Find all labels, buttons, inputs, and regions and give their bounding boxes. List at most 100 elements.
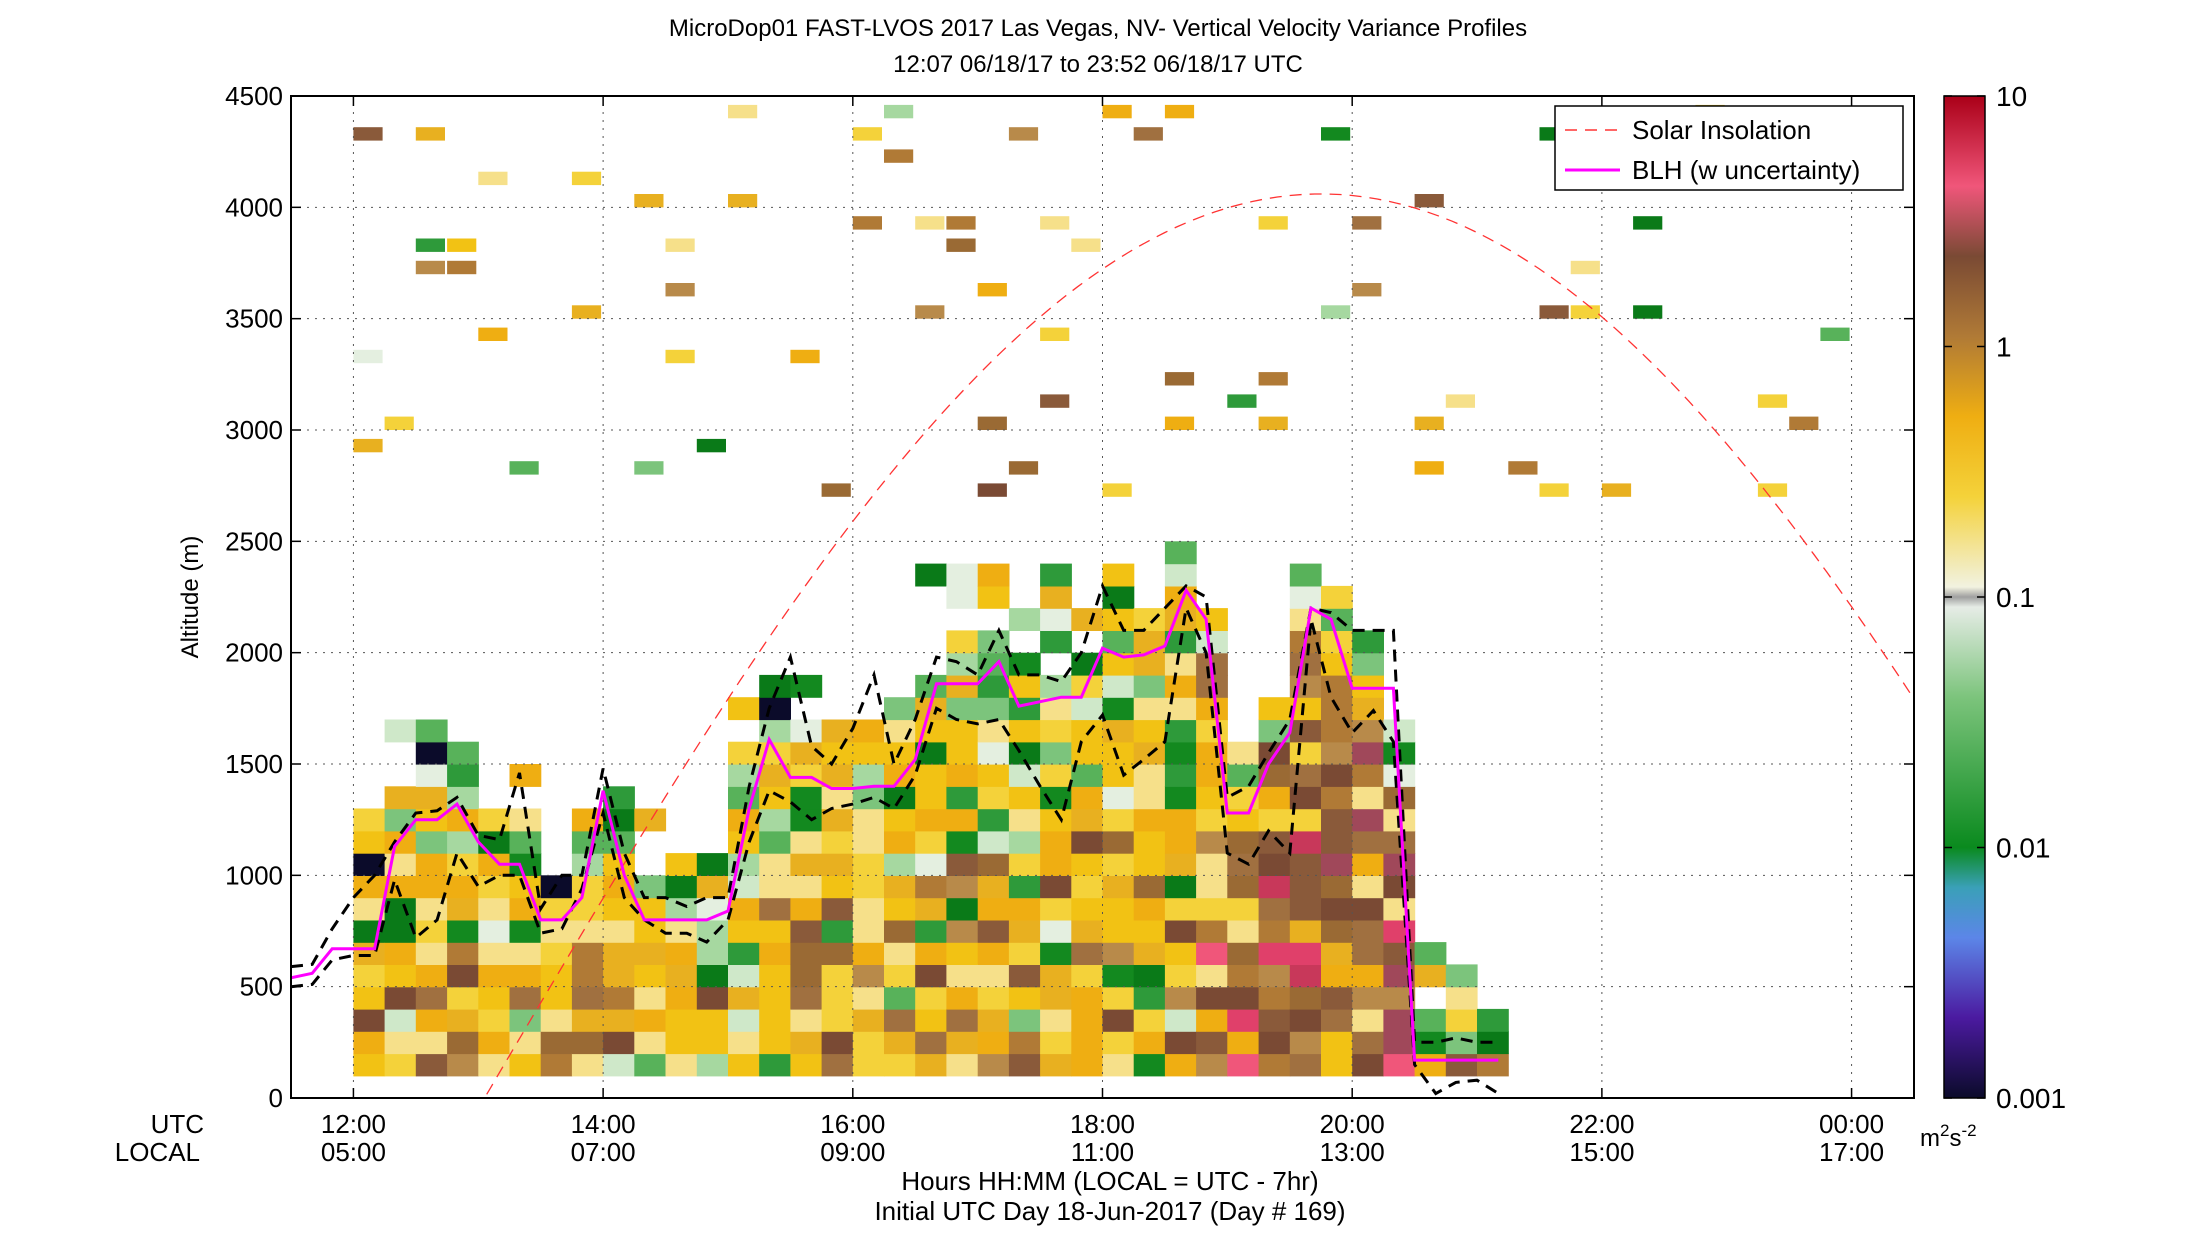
heatmap-cell bbox=[1008, 652, 1041, 676]
heatmap-cell bbox=[1133, 1031, 1166, 1055]
heatmap-cell bbox=[1164, 853, 1197, 876]
heatmap-cell bbox=[1227, 1053, 1260, 1077]
heatmap-cell bbox=[665, 238, 695, 252]
heatmap-cell bbox=[696, 875, 729, 899]
heatmap-cell bbox=[571, 875, 604, 899]
heatmap-cell bbox=[884, 897, 916, 921]
heatmap-cell bbox=[415, 786, 448, 810]
heatmap-cell bbox=[759, 853, 791, 876]
heatmap-cell bbox=[571, 1008, 604, 1032]
heatmap-cell bbox=[1040, 875, 1072, 899]
heatmap-cell bbox=[509, 764, 542, 787]
heatmap-cell bbox=[1477, 1008, 1509, 1032]
heatmap-cell bbox=[1040, 919, 1072, 943]
heatmap-cell bbox=[1164, 1031, 1197, 1055]
heatmap-cell bbox=[415, 942, 448, 965]
heatmap-cell bbox=[384, 986, 417, 1010]
heatmap-cell bbox=[478, 942, 511, 965]
heatmap-cell bbox=[977, 697, 1010, 721]
heatmap-cell bbox=[634, 1008, 667, 1032]
heatmap-cell bbox=[1133, 1053, 1166, 1077]
heatmap-cell bbox=[1352, 741, 1384, 765]
heatmap-cell bbox=[509, 808, 542, 832]
x-tick-label-local: 05:00 bbox=[321, 1137, 386, 1167]
heatmap-cell bbox=[1258, 697, 1291, 721]
colorbar: 10 1 0.1 0.01 0.001 m2s-2 bbox=[1920, 81, 2066, 1152]
heatmap-cell bbox=[478, 1008, 511, 1032]
x-tick-label-local: 07:00 bbox=[571, 1137, 636, 1167]
heatmap-cell bbox=[447, 919, 479, 943]
heatmap-cell bbox=[1352, 1031, 1384, 1055]
heatmap-cell bbox=[1164, 674, 1197, 698]
heatmap-cell bbox=[447, 808, 479, 832]
heatmap-cell bbox=[384, 942, 417, 965]
y-tick-label: 1500 bbox=[225, 749, 283, 779]
heatmap-cell bbox=[884, 853, 916, 876]
heatmap-cell bbox=[1133, 919, 1166, 943]
heatmap-cell bbox=[1289, 808, 1322, 832]
heatmap-cell bbox=[447, 942, 479, 965]
heatmap-cell bbox=[415, 764, 448, 787]
heatmap-cell bbox=[790, 919, 823, 943]
heatmap-cell bbox=[447, 764, 479, 787]
heatmap-cell bbox=[915, 942, 947, 965]
heatmap-cell bbox=[790, 719, 823, 743]
heatmap-cell bbox=[696, 853, 729, 876]
heatmap-cell bbox=[353, 1008, 386, 1032]
heatmap-cell bbox=[759, 674, 791, 698]
heatmap-cell bbox=[1008, 764, 1041, 787]
heatmap-cell bbox=[1164, 719, 1197, 743]
heatmap-cell bbox=[1289, 697, 1322, 721]
heatmap-cell bbox=[852, 741, 885, 765]
heatmap-cell bbox=[540, 897, 573, 921]
heatmap-cell bbox=[1289, 585, 1322, 609]
heatmap-cell bbox=[1008, 875, 1041, 899]
heatmap-cell bbox=[353, 1053, 386, 1077]
heatmap-cell bbox=[1040, 719, 1072, 743]
heatmap-cell bbox=[634, 808, 667, 832]
heatmap-cell bbox=[852, 875, 885, 899]
heatmap-cell bbox=[1258, 216, 1288, 230]
heatmap-cell bbox=[1040, 630, 1072, 654]
heatmap-cell bbox=[665, 986, 698, 1010]
heatmap-cell bbox=[415, 719, 448, 743]
heatmap-cell bbox=[1164, 808, 1197, 832]
heatmap-cell bbox=[571, 986, 604, 1010]
heatmap-cell bbox=[1008, 608, 1041, 631]
heatmap-cell bbox=[1133, 1008, 1166, 1032]
heatmap-cell bbox=[509, 830, 542, 854]
heatmap-cell bbox=[1321, 942, 1353, 965]
x-tick-label-local: 15:00 bbox=[1569, 1137, 1634, 1167]
heatmap-cell bbox=[1352, 1053, 1384, 1077]
heatmap-cell bbox=[728, 1031, 760, 1055]
heatmap-cell bbox=[1040, 216, 1070, 230]
heatmap-cell bbox=[1008, 461, 1039, 475]
heatmap-cell bbox=[1008, 986, 1041, 1010]
heatmap-cell bbox=[415, 238, 445, 252]
heatmap-cell bbox=[1102, 483, 1132, 497]
heatmap-cell bbox=[915, 1008, 947, 1032]
heatmap-cell bbox=[1196, 1008, 1228, 1032]
heatmap-cell bbox=[1040, 1008, 1072, 1032]
x-tick-label-local: 13:00 bbox=[1320, 1137, 1385, 1167]
heatmap-cell bbox=[1196, 897, 1228, 921]
heatmap-cell bbox=[915, 697, 947, 721]
x-axis-label-line2: Initial UTC Day 18-Jun-2017 (Day # 169) bbox=[874, 1196, 1345, 1226]
heatmap-cell bbox=[884, 697, 916, 721]
x-axis-label-line1: Hours HH:MM (LOCAL = UTC - 7hr) bbox=[901, 1166, 1318, 1196]
heatmap-cell bbox=[1133, 853, 1166, 876]
heatmap-cell bbox=[1008, 897, 1041, 921]
heatmap-cell bbox=[1102, 674, 1135, 698]
heatmap-cell bbox=[1102, 808, 1135, 832]
heatmap-cell bbox=[665, 964, 698, 988]
heatmap-cell bbox=[1008, 127, 1039, 141]
heatmap-cell bbox=[1008, 786, 1041, 810]
heatmap-cell bbox=[821, 853, 854, 876]
heatmap-cell bbox=[634, 942, 667, 965]
heatmap-cell bbox=[821, 830, 854, 854]
heatmap-cell bbox=[415, 964, 448, 988]
heatmap-cell bbox=[1164, 541, 1197, 565]
heatmap-cell bbox=[852, 216, 882, 230]
heatmap-cell bbox=[1633, 305, 1663, 319]
